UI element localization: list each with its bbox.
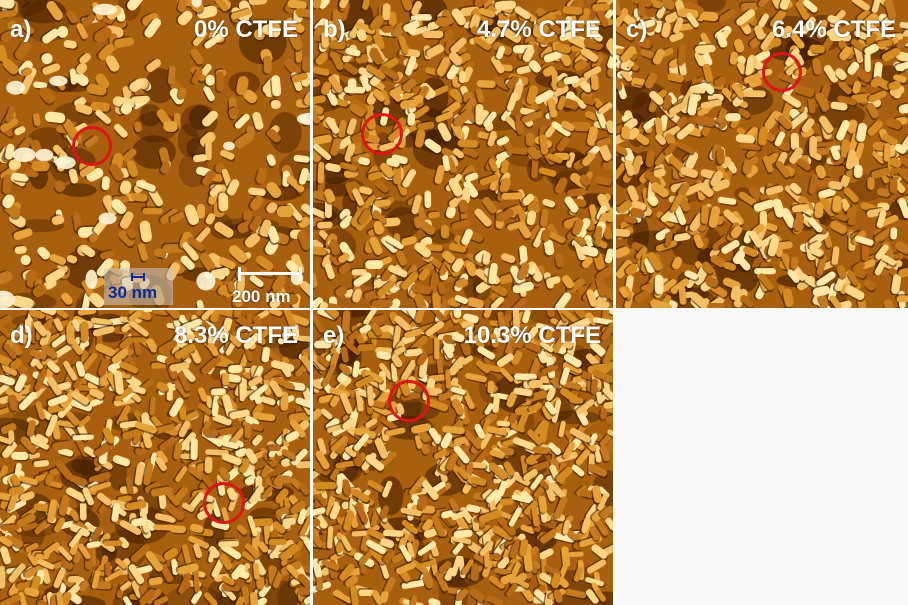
highlight-circle-a — [72, 126, 112, 166]
inset-scale-box: 30 nm — [104, 268, 173, 305]
highlight-circle-e — [388, 380, 430, 422]
highlight-circle-d — [203, 482, 245, 524]
afm-texture-c — [616, 0, 908, 308]
afm-texture-a — [0, 0, 310, 308]
panel-label-e: e) — [323, 324, 344, 348]
afm-panel-e: e) 10.3% CTFE — [313, 310, 613, 605]
afm-texture-e — [313, 310, 613, 605]
afm-panel-a: a) 0% CTFE 30 nm 200 nm — [0, 0, 310, 308]
panel-label-c: c) — [626, 18, 647, 42]
panel-composition-d: 8.3% CTFE — [174, 324, 298, 348]
empty-panel — [616, 310, 908, 605]
panel-composition-c: 6.4% CTFE — [772, 18, 896, 42]
panel-composition-e: 10.3% CTFE — [464, 324, 601, 348]
panel-label-a: a) — [10, 18, 31, 42]
panel-label-d: d) — [10, 324, 33, 348]
afm-texture-d — [0, 310, 310, 605]
afm-panel-c: c) 6.4% CTFE — [616, 0, 908, 308]
scale-bar-label: 200 nm — [232, 288, 291, 305]
inset-scale-label: 30 nm — [108, 284, 157, 301]
afm-texture-b — [313, 0, 613, 308]
afm-panel-d: d) 8.3% CTFE — [0, 310, 310, 605]
panel-label-b: b) — [323, 18, 346, 42]
panel-composition-a: 0% CTFE — [194, 18, 298, 42]
afm-panel-b: b) 4.7% CTFE — [313, 0, 613, 308]
panel-composition-b: 4.7% CTFE — [477, 18, 601, 42]
inset-scale-bar — [131, 273, 145, 281]
highlight-circle-c — [762, 52, 802, 92]
highlight-circle-b — [361, 113, 403, 155]
scale-bar — [238, 267, 302, 281]
